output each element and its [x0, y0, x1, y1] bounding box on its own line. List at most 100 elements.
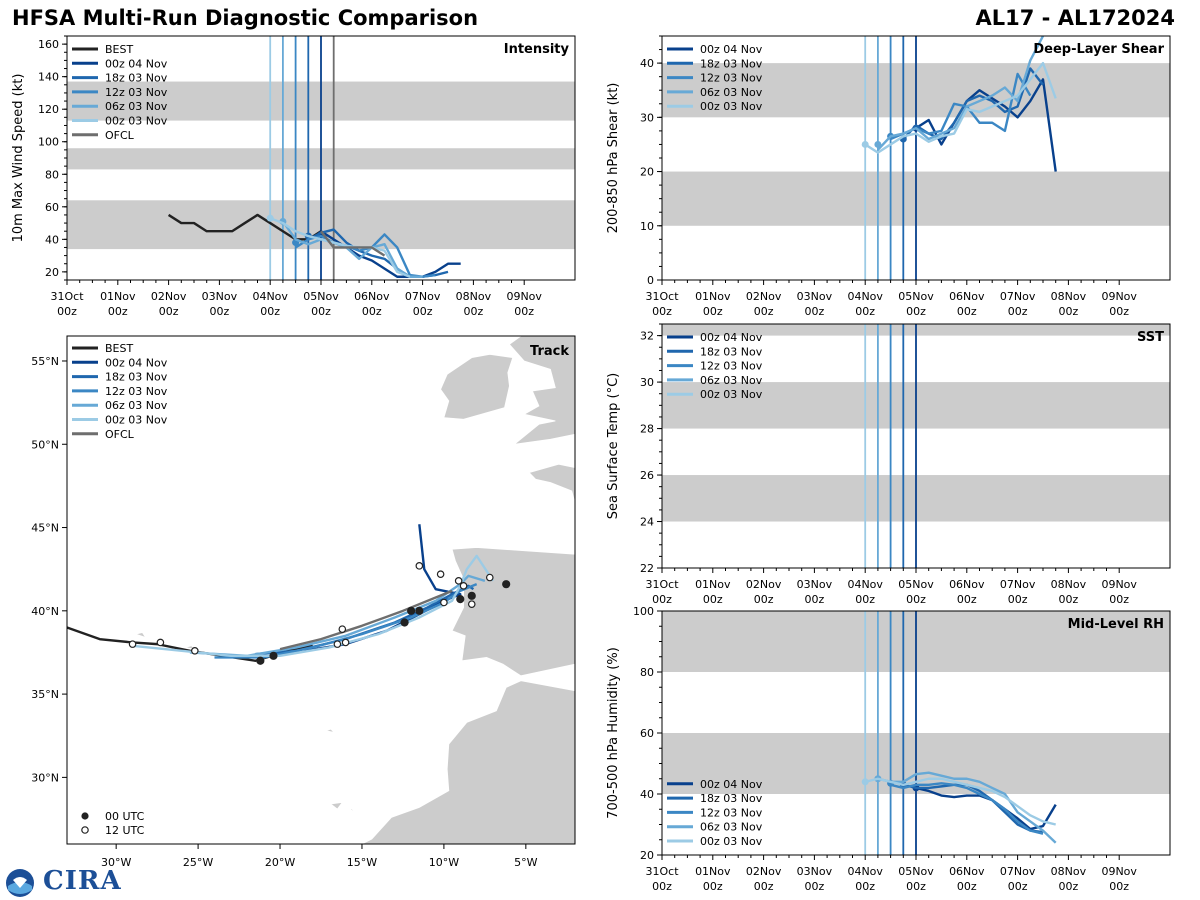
rh-x-tick-label: 08Nov — [1051, 865, 1087, 878]
sst-x-tick-label: 00z — [906, 593, 926, 606]
intensity-x-tick-label: 04Nov — [252, 290, 288, 303]
shear-legend-label: 18z 03 Nov — [700, 57, 763, 70]
track-x-tick-label: 30°W — [101, 856, 131, 869]
shear-series-line — [915, 78, 1057, 172]
sst-panel: 31Oct 00z 01Nov 00z 02Nov 00z 03Nov 00z 04Nov 00z… — [606, 323, 1171, 606]
sst-legend-entry: 06z 03 Nov — [667, 374, 763, 387]
sst-x-tick-label: 00z — [703, 593, 723, 606]
intensity-y-tick-label: 160 — [38, 38, 59, 51]
noaa-logo-icon — [6, 869, 34, 897]
shear-y-tick-label: 40 — [640, 57, 654, 70]
sst-legend-entry: 12z 03 Nov — [667, 360, 763, 373]
shear-x-tick-label: 02Nov — [746, 290, 782, 303]
shear-y-tick-label: 30 — [640, 111, 654, 124]
track-point-12utc — [341, 638, 350, 647]
intensity-x-tick-label: 09Nov — [506, 290, 542, 303]
shear-x-tick-label: 06Nov — [949, 290, 985, 303]
sst-legend-label: 00z 03 Nov — [700, 388, 763, 401]
track-point-12utc — [459, 582, 468, 590]
track-point-12utc — [440, 598, 448, 607]
shear-x-tick-label: 04Nov — [847, 290, 883, 303]
shear-series-line — [877, 36, 1045, 151]
track-x-tick-label: 5°W — [514, 856, 537, 869]
intensity-x-tick-label: 00z — [464, 305, 484, 318]
shear-x-tick-label: 09Nov — [1101, 290, 1137, 303]
track-legend-entry: 18z 03 Nov — [72, 371, 168, 384]
rh-panel: 31Oct 00z 01Nov 00z 02Nov 00z 03Nov 00z 04Nov 00z… — [606, 605, 1171, 893]
marker-legend-label: 00 UTC — [105, 810, 145, 823]
sst-x-tick-label: 04Nov — [847, 578, 883, 591]
intensity-x-tick-label: 01Nov — [100, 290, 136, 303]
shear-x-tick-label: 03Nov — [797, 290, 833, 303]
track-y-tick-label: 50°N — [31, 438, 59, 451]
rh-legend-entry: 00z 04 Nov — [667, 778, 763, 791]
intensity-x-tick-label: 06Nov — [354, 290, 390, 303]
shear-x-tick-label: 00z — [805, 305, 825, 318]
rh-x-tick-label: 02Nov — [746, 865, 782, 878]
rh-x-tick-label: 05Nov — [898, 865, 934, 878]
intensity-x-tick-label: 31Oct — [50, 290, 84, 303]
cira-logo: CIRA — [5, 866, 125, 898]
sst-x-tick-label: 08Nov — [1051, 578, 1087, 591]
intensity-legend-label: BEST — [105, 43, 133, 56]
shear-legend-entry: 12z 03 Nov — [667, 72, 763, 85]
rh-x-tick-label: 00z — [1008, 880, 1028, 893]
track-point-12utc — [415, 562, 424, 570]
marker-legend-label: 12 UTC — [105, 824, 145, 837]
shear-legend-entry: 00z 03 Nov — [667, 100, 763, 113]
land-shape — [451, 547, 575, 677]
track-point-12utc — [454, 577, 463, 585]
track-marker-legend-00utc: 00 UTC — [81, 810, 145, 823]
rh-x-tick-label: 00z — [754, 880, 774, 893]
intensity-x-tick-label: 03Nov — [202, 290, 238, 303]
track-series-line — [279, 589, 453, 651]
intensity-legend-entry: 00z 03 Nov — [72, 115, 168, 128]
shear-panel-title: Deep-Layer Shear — [1033, 42, 1164, 57]
track-legend-entry: BEST — [72, 342, 133, 355]
shear-x-tick-label: 01Nov — [695, 290, 731, 303]
sst-y-tick-label: 28 — [640, 423, 654, 436]
rh-x-tick-label: 00z — [906, 880, 926, 893]
rh-x-tick-label: 00z — [703, 880, 723, 893]
track-legend-entry: 00z 04 Nov — [72, 356, 168, 369]
sst-x-tick-label: 09Nov — [1101, 578, 1137, 591]
track-point-12utc — [467, 600, 476, 608]
intensity-x-tick-label: 00z — [514, 305, 534, 318]
shear-x-tick-label: 00z — [957, 305, 977, 318]
track-point-00utc — [456, 595, 465, 604]
sst-x-tick-label: 31Oct — [645, 578, 679, 591]
intensity-y-axis-label: 10m Max Wind Speed (kt) — [11, 74, 26, 243]
intensity-legend-entry: OFCL — [72, 129, 135, 142]
sst-legend-label: 06z 03 Nov — [700, 374, 763, 387]
rh-legend-label: 00z 04 Nov — [700, 778, 763, 791]
track-point-00utc — [256, 656, 265, 665]
shear-y-tick-label: 0 — [647, 274, 654, 287]
land-shape — [324, 728, 336, 734]
track-point-12utc — [191, 646, 199, 655]
intensity-legend-label: 18z 03 Nov — [105, 72, 168, 85]
track-panel-title: Track — [530, 344, 569, 359]
shear-x-tick-label: 00z — [1109, 305, 1129, 318]
sst-x-tick-label: 00z — [1109, 593, 1129, 606]
rh-legend-entry: 18z 03 Nov — [667, 792, 763, 805]
marker-legend-dot-filled — [81, 812, 89, 820]
sst-x-tick-label: 07Nov — [1000, 578, 1036, 591]
rh-series-line — [864, 777, 1056, 826]
track-legend-label: OFCL — [105, 428, 135, 441]
track-x-tick-label: 10°W — [429, 856, 459, 869]
shear-series-marker — [874, 140, 882, 148]
rh-x-tick-label: 07Nov — [1000, 865, 1036, 878]
track-point-00utc — [400, 618, 409, 627]
sst-y-tick-label: 30 — [640, 376, 654, 389]
sst-x-tick-label: 00z — [754, 593, 774, 606]
intensity-x-tick-label: 00z — [311, 305, 331, 318]
shear-series-marker — [861, 140, 869, 148]
shear-legend-entry: 00z 04 Nov — [667, 43, 763, 56]
sst-x-tick-label: 00z — [805, 593, 825, 606]
shear-legend-label: 00z 04 Nov — [700, 43, 763, 56]
shear-legend-entry: 06z 03 Nov — [667, 86, 763, 99]
rh-x-tick-label: 00z — [957, 880, 977, 893]
rh-x-tick-label: 04Nov — [847, 865, 883, 878]
rh-series-line — [903, 783, 1044, 834]
rh-legend-label: 12z 03 Nov — [700, 806, 763, 819]
